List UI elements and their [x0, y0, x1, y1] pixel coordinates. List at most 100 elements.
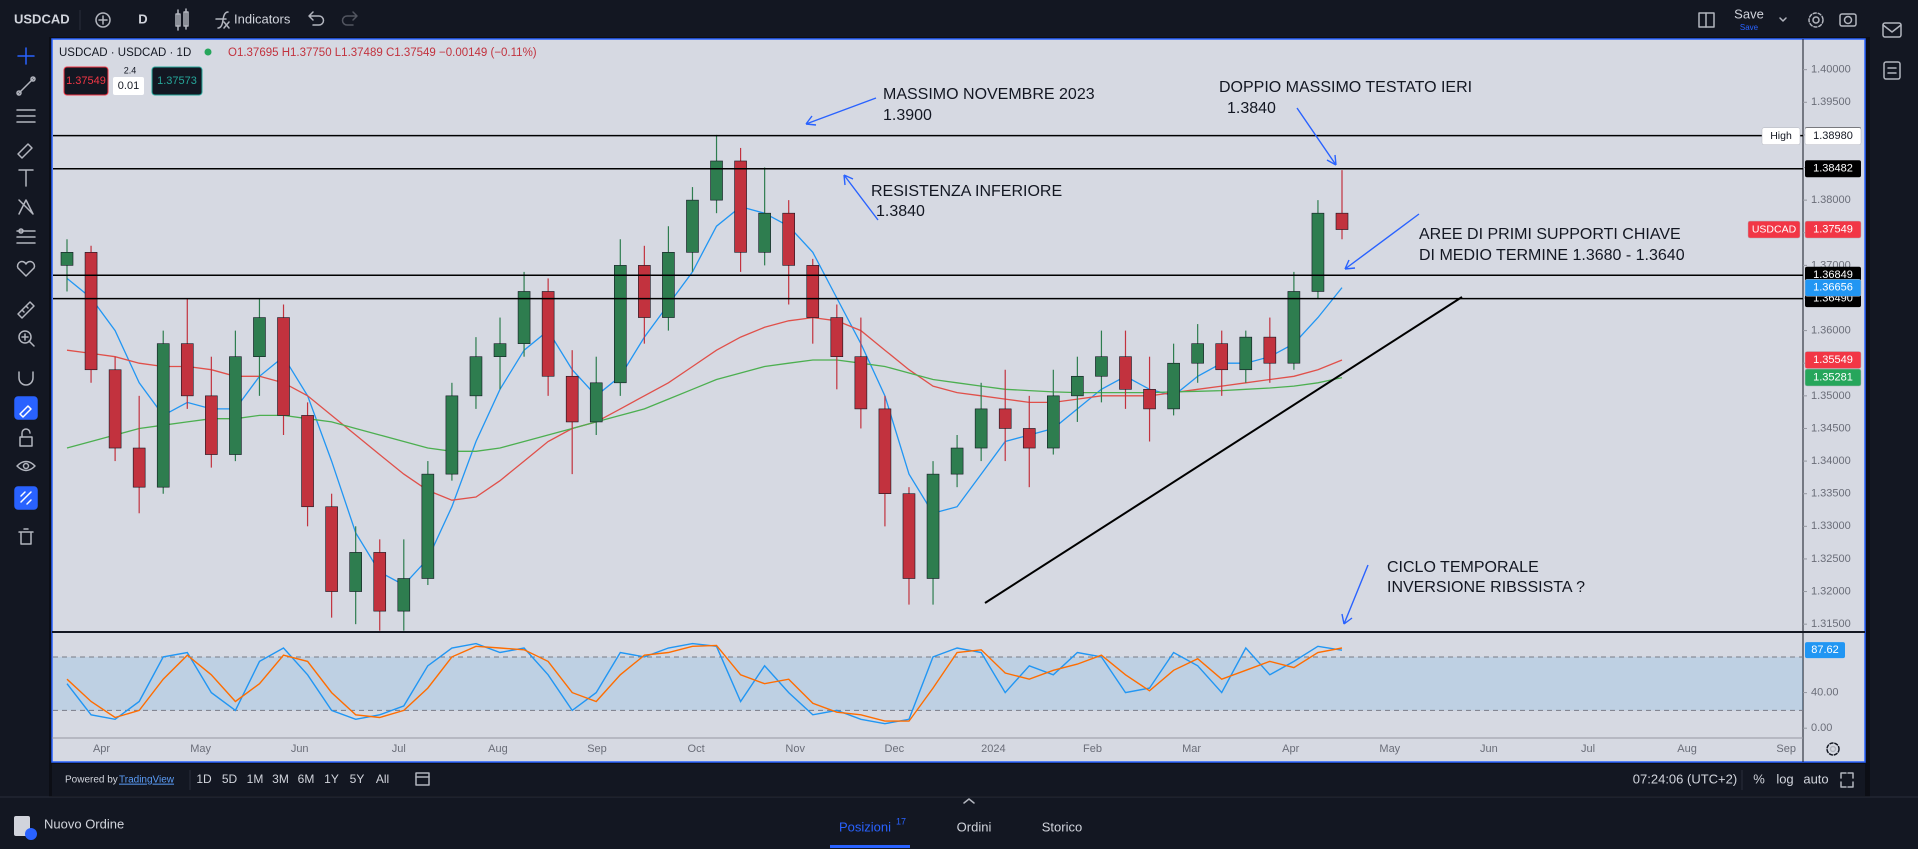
candle-body — [1239, 336, 1253, 371]
annotation: INVERSIONE RIBSSISTA ? — [1387, 579, 1585, 596]
candle-body — [662, 252, 675, 318]
candle-body — [397, 578, 411, 612]
drawing-tools[interactable] — [14, 47, 38, 545]
candle-body — [950, 447, 964, 475]
price-badge-label: 1.35281 — [1813, 371, 1853, 383]
y-tick-label: 0.00 — [1811, 722, 1832, 734]
indicators-button[interactable]: Indicators — [234, 11, 291, 26]
settings-icon[interactable] — [1808, 12, 1824, 28]
x-tick-label: Jun — [1480, 743, 1498, 755]
auto-toggle[interactable]: auto — [1803, 771, 1828, 786]
price-badge-label: 1.36656 — [1813, 282, 1853, 294]
add-symbol-icon[interactable] — [95, 12, 111, 28]
candle-body — [301, 415, 314, 508]
range-button[interactable]: 5D — [222, 772, 238, 786]
legend-ohlc: O1.37695 H1.37750 L1.37489 C1.37549 −0.0… — [228, 47, 537, 59]
candle-body — [998, 408, 1012, 429]
y-tick-label: 1.38000 — [1811, 194, 1851, 206]
candle-body — [373, 552, 387, 612]
log-toggle[interactable]: log — [1776, 771, 1793, 786]
y-tick-label: 1.31500 — [1811, 618, 1851, 630]
candle-body — [1119, 356, 1132, 390]
layout-icon[interactable] — [1698, 12, 1715, 28]
candle-body — [710, 160, 723, 201]
candle-body — [1287, 291, 1301, 364]
price-badge-label: 1.37549 — [1813, 223, 1853, 235]
value-badge — [1805, 642, 1845, 659]
symbol[interactable]: USDCAD — [14, 11, 70, 26]
range-button[interactable]: 3M — [272, 772, 289, 786]
candle-body — [1191, 343, 1204, 364]
x-tick-label: Dec — [885, 743, 905, 755]
x-tick-label: Jul — [392, 743, 406, 755]
save-status: Save — [1740, 23, 1759, 32]
candle-body — [1022, 428, 1036, 449]
fullscreen-icon[interactable] — [1840, 772, 1854, 788]
value-badge-label: 87.62 — [1811, 644, 1839, 656]
range-buttons: 1D 5D 1M 3M 6M 1Y 5Y All — [196, 772, 389, 786]
save-menu-icon[interactable] — [1779, 17, 1787, 22]
interval[interactable]: D — [138, 11, 147, 26]
order-icon[interactable] — [14, 816, 37, 840]
brand-link[interactable]: TradingView — [119, 775, 175, 786]
range-button[interactable]: 5Y — [350, 772, 365, 786]
tab[interactable]: Ordini — [957, 819, 992, 834]
sell-price: 1.37549 — [66, 75, 106, 87]
candle-body — [1047, 395, 1060, 449]
range-button[interactable]: All — [376, 772, 389, 786]
candle-body — [325, 506, 338, 592]
watchlist-icon[interactable] — [1883, 61, 1901, 80]
panel-collapse-icon[interactable] — [963, 798, 975, 804]
candle-body — [589, 382, 603, 423]
tab[interactable]: Storico — [1042, 819, 1082, 834]
stoch-line — [66, 642, 1343, 725]
annotation: DI MEDIO TERMINE 1.3680 - 1.3640 — [1419, 247, 1685, 264]
buy-button[interactable] — [151, 66, 203, 96]
candle-body — [1095, 356, 1108, 377]
range-button[interactable]: 1M — [247, 772, 264, 786]
spread: 2.4 — [124, 65, 137, 75]
candle-body — [565, 375, 579, 423]
right-sidebar — [1870, 37, 1918, 797]
x-tick-label: Aug — [1677, 743, 1697, 755]
new-order-button[interactable]: Nuovo Ordine — [44, 816, 124, 831]
chart-frame — [51, 38, 1866, 763]
range-button[interactable]: 1Y — [324, 772, 339, 786]
percent-toggle[interactable]: % — [1753, 771, 1765, 786]
annotation: RESISTENZA INFERIORE — [871, 183, 1062, 200]
axis-settings-icon[interactable] — [1826, 742, 1840, 756]
candle-body — [1215, 343, 1229, 371]
candle-body — [974, 408, 988, 449]
axes: 1.31500 1.32000 1.32500 1.33000 1.33500 1.340… — [93, 64, 1862, 755]
y-tick-label: 1.36000 — [1811, 325, 1851, 337]
price-badge-tag — [1747, 220, 1801, 239]
legend-title: USDCAD · USDCAD · 1D — [59, 47, 191, 59]
save-button[interactable]: Save — [1734, 6, 1764, 21]
level-badge-label: 1.38482 — [1813, 163, 1853, 175]
range-button[interactable]: 6M — [298, 772, 315, 786]
candle-body — [734, 160, 747, 253]
price-badge-label: 1.38980 — [1813, 130, 1853, 142]
clock: 07:24:06 (UTC+2) — [1633, 771, 1737, 786]
candle-body — [878, 408, 892, 494]
sell-button[interactable] — [63, 66, 109, 96]
tab[interactable]: Posizioni — [839, 819, 891, 834]
candle-body — [1167, 362, 1180, 410]
candle-body — [132, 447, 146, 488]
messages-icon[interactable] — [1882, 22, 1902, 38]
stoch-band — [53, 656, 1803, 711]
indicators-icon[interactable] — [215, 11, 230, 29]
date-range-icon[interactable] — [415, 772, 430, 786]
x-tick-label: Aug — [488, 743, 508, 755]
y-tick-label: 1.33000 — [1811, 520, 1851, 532]
chart-style-icon[interactable] — [175, 8, 189, 31]
range-button[interactable]: 1D — [196, 772, 212, 786]
snapshot-icon[interactable] — [1839, 13, 1857, 27]
candle-body — [614, 265, 627, 384]
quantity-box[interactable] — [113, 77, 144, 95]
redo-icon[interactable] — [341, 11, 358, 26]
x-tick-label: Apr — [1282, 743, 1299, 755]
undo-icon[interactable] — [308, 11, 325, 26]
candle-body — [926, 473, 940, 579]
